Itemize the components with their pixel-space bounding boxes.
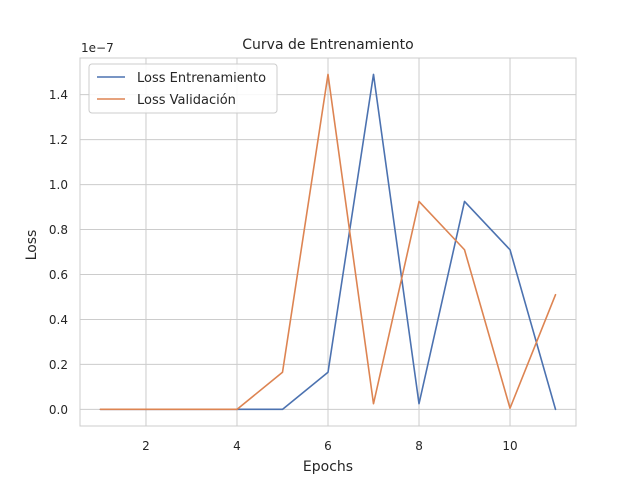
y-tick-label: 0.4	[49, 313, 68, 327]
y-tick-label: 1.4	[49, 88, 68, 102]
x-tick-label: 6	[324, 439, 332, 453]
y-tick-label: 1.2	[49, 133, 68, 147]
y-axis-scale-label: 1e−7	[81, 41, 114, 55]
y-tick-label: 0.2	[49, 358, 68, 372]
y-axis-label: Loss	[24, 230, 40, 261]
legend-label-loss-entrenamiento: Loss Entrenamiento	[137, 71, 266, 86]
series-lines	[99, 73, 557, 411]
series-line-loss-validacion	[99, 73, 557, 411]
x-tick-label: 2	[142, 439, 150, 453]
y-tick-label: 0.0	[49, 403, 68, 417]
legend-label-loss-validacion: Loss Validación	[137, 93, 236, 108]
x-axis-label: Epochs	[303, 459, 353, 475]
y-tick-label: 0.6	[49, 268, 68, 282]
legend: Loss Entrenamiento Loss Validación	[88, 63, 278, 114]
x-tick-label: 4	[233, 439, 241, 453]
y-tick-label: 1.0	[49, 178, 68, 192]
chart-title: Curva de Entrenamiento	[242, 37, 413, 53]
x-tick-label: 8	[415, 439, 423, 453]
plot-area-frame	[79, 57, 577, 427]
x-tick-label: 10	[502, 439, 517, 453]
y-tick-label: 0.8	[49, 223, 68, 237]
tick-labels: 2 4 6 8 10 0.0 0.2 0.4 0.6 0.8 1.0 1.2 1.4	[49, 88, 518, 453]
legend-box	[88, 63, 278, 114]
